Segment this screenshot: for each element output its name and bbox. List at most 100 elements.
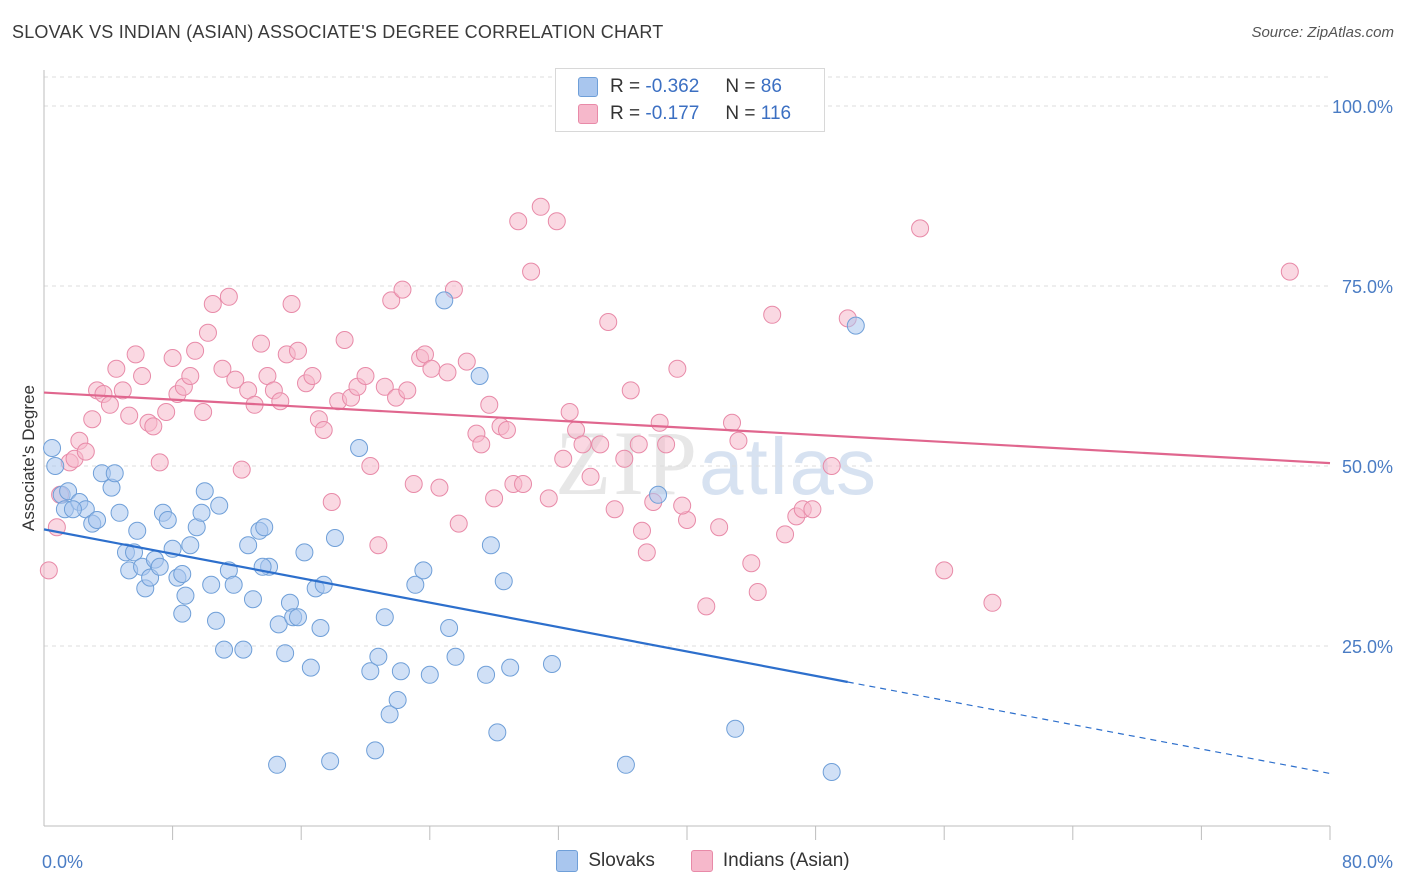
indians-point: [480, 395, 499, 414]
bottom-legend-label-indians: Indians (Asian): [722, 850, 850, 871]
indians-point: [547, 212, 566, 231]
slovaks-point: [494, 572, 513, 591]
slovaks-point: [192, 503, 211, 522]
y-tick-label: 50.0%: [1342, 457, 1393, 477]
indians-point: [404, 475, 423, 493]
indians-point: [335, 331, 354, 349]
slovaks-point: [46, 457, 65, 475]
slovaks-point: [195, 482, 214, 501]
series-indians-points: [39, 197, 1299, 616]
bottom-legend-indians: Indians (Asian): [690, 850, 850, 872]
indians-point: [599, 313, 618, 331]
indians-point: [133, 367, 152, 385]
slovaks-point: [295, 543, 314, 562]
legend-r-value-slovaks: -0.362: [645, 76, 700, 97]
indians-point: [303, 367, 322, 385]
indians-point: [1280, 262, 1299, 281]
indians-point: [554, 449, 573, 468]
indians-point: [369, 536, 388, 555]
slovaks-point: [846, 316, 865, 335]
indians-point: [763, 305, 782, 324]
indians-point: [803, 500, 822, 519]
legend-n-label: N =: [725, 103, 756, 124]
indians-point: [637, 543, 656, 562]
indians-point: [657, 435, 676, 454]
legend: R = -0.362 N = 86 R = -0.177 N = 116: [555, 68, 825, 132]
indians-point: [742, 554, 761, 573]
indians-point: [591, 435, 610, 454]
slovaks-point: [63, 500, 82, 519]
indians-trend-line: [43, 391, 1331, 465]
slovaks-point: [477, 665, 496, 684]
slovaks-point: [375, 608, 394, 627]
indians-point: [697, 597, 716, 616]
x-tick-label: 80.0%: [1342, 852, 1393, 872]
source-label: Source: ZipAtlas.com: [1251, 24, 1394, 41]
indians-point: [39, 561, 58, 580]
indians-point: [710, 518, 729, 537]
indians-point: [723, 413, 742, 432]
grid-lines: [44, 76, 1330, 647]
bottom-legend-swatch-indians: [690, 850, 713, 872]
slovaks-point: [173, 604, 192, 623]
slovaks-point: [43, 439, 62, 457]
slovaks-point: [215, 640, 234, 659]
indians-point: [449, 514, 468, 533]
slovaks-point: [176, 586, 195, 605]
indians-point: [375, 377, 394, 396]
chart-title: SLOVAK VS INDIAN (ASIAN) ASSOCIATE'S DEG…: [12, 22, 664, 42]
indians-point: [430, 478, 449, 497]
indians-point: [76, 442, 95, 461]
indians-point: [497, 421, 516, 439]
slovaks-point: [366, 741, 385, 760]
slovaks-point: [542, 655, 561, 673]
slovaks-point: [391, 662, 410, 681]
slovaks-point: [616, 755, 635, 774]
legend-swatch-slovaks: [578, 77, 598, 97]
indians-point: [322, 493, 341, 511]
indians-point: [282, 295, 301, 313]
indians-point: [514, 475, 533, 493]
indians-point: [83, 410, 102, 429]
indians-point: [650, 413, 669, 432]
bottom-legend-label-slovaks: Slovaks: [588, 850, 655, 871]
slovaks-point: [406, 575, 425, 594]
slovaks-point: [173, 565, 192, 583]
y-axis-label: Associate's Degree: [19, 385, 38, 531]
slovaks-point: [501, 658, 520, 677]
indians-point: [673, 496, 692, 515]
slovaks-point: [59, 482, 78, 501]
slovaks-point: [224, 575, 243, 594]
indians-point: [107, 359, 126, 378]
indians-point: [361, 457, 380, 475]
legend-n-label: N =: [725, 76, 756, 97]
slovaks-point: [325, 529, 344, 547]
slovaks-point: [288, 608, 307, 627]
y-tick-label: 100.0%: [1332, 97, 1393, 117]
indians-point: [382, 291, 401, 310]
indians-point: [226, 370, 245, 389]
x-tick-label: 0.0%: [42, 852, 83, 872]
indians-point: [531, 197, 550, 216]
indians-point: [621, 381, 640, 400]
indians-point: [150, 453, 169, 472]
legend-r-label: R =: [610, 103, 641, 124]
slovaks-point: [207, 611, 226, 630]
indians-point: [935, 561, 954, 580]
slovaks-point: [380, 705, 399, 724]
legend-row-slovaks: R = -0.362 N = 86: [578, 73, 782, 101]
trend-lines: [43, 391, 1331, 775]
slovaks-point: [128, 521, 147, 540]
indians-point: [126, 345, 145, 364]
indians-point: [398, 381, 417, 400]
slovaks-point: [301, 658, 320, 677]
legend-n-value-slovaks: 86: [760, 76, 782, 97]
slovaks-point: [181, 536, 200, 555]
slovaks-point: [321, 752, 340, 771]
slovaks-point: [234, 640, 253, 659]
indians-point: [438, 363, 457, 382]
indians-point: [144, 417, 163, 436]
slovaks-point: [649, 485, 668, 504]
indians-point: [163, 349, 182, 367]
slovaks-point: [150, 557, 169, 576]
